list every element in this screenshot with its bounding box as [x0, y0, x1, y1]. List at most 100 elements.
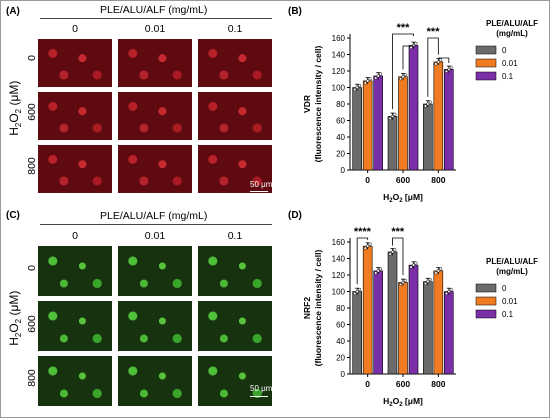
b-bar-0-2	[373, 75, 383, 171]
b-bar-2-1	[433, 61, 444, 171]
b-ylabel-line2: (fluorescence intensity / cell)	[313, 45, 323, 162]
d-bar-0-1	[362, 245, 373, 375]
b-sig-subbracket-0	[402, 45, 414, 70]
panel-c-image-r2c0	[37, 355, 113, 407]
d-bar-2-0	[423, 281, 433, 375]
d-dot-1-0-1	[390, 250, 395, 254]
d-ytick-label-0: 0	[341, 370, 346, 379]
b-dot-1-2-0	[409, 45, 413, 50]
d-ytick-label-3: 60	[336, 321, 345, 330]
d-legend-label-1: 0.01	[502, 297, 518, 306]
d-dot-0-2-1	[376, 269, 380, 273]
b-bar-0-0	[352, 87, 362, 171]
d-bar-1-0	[387, 251, 398, 375]
d-dot-1-2-1	[411, 263, 416, 267]
panel-a-image-r2c0	[37, 144, 113, 194]
d-dot-2-2-0	[444, 292, 448, 296]
b-ytick-label-0: 0	[341, 166, 346, 175]
b-legend-swatch-2	[475, 71, 497, 81]
panel-a-image-r1c2	[197, 91, 273, 141]
panel-a-ylabel: H2O2 (μM)	[6, 80, 24, 136]
b-dot-2-2-1	[447, 67, 451, 71]
b-legend-label-1: 0.01	[502, 59, 518, 68]
panel-a-image-r0c1	[117, 38, 193, 88]
d-legend-swatch-1	[475, 296, 497, 306]
b-legend-title-2: (mg/mL)	[496, 29, 528, 38]
panel-a-image-r2c2	[197, 144, 273, 194]
d-dot-2-2-1	[447, 289, 451, 294]
panel-c-image-r1c0	[37, 300, 113, 352]
d-dot-1-2-2	[414, 261, 418, 265]
d-dot-1-1-1	[401, 280, 405, 284]
panel-a-image-r1c1	[117, 91, 193, 141]
panel-c-col-0: 0	[72, 230, 78, 242]
b-sig-bracket-0	[392, 33, 414, 110]
d-bar-0-2	[373, 270, 383, 375]
panel-a-col-0: 0	[72, 23, 78, 35]
b-bar-0-1	[362, 80, 373, 171]
panel-c-col-1: 0.01	[144, 230, 166, 242]
b-sig-bracket-1	[427, 37, 439, 97]
b-ytick-label-6: 120	[332, 67, 346, 76]
panel-a-col-1: 0.01	[144, 23, 166, 35]
b-dot-0-0-0	[353, 88, 357, 92]
panel-c-image-r2c2	[197, 355, 273, 407]
d-ytick-label-5: 100	[332, 288, 346, 297]
b-dot-2-0-0	[423, 104, 427, 108]
d-legend-swatch-2	[475, 309, 497, 319]
b-dot-1-1-2	[403, 73, 407, 77]
panel-c-scale-label: 50 μm	[250, 384, 273, 393]
b-ytick-label-5: 100	[332, 84, 346, 93]
panel-c-ylabel: H2O2 (μM)	[6, 290, 24, 346]
b-dot-1-1-0	[399, 77, 403, 81]
d-dot-0-0-1	[355, 289, 359, 294]
panel-a-scale-bar	[250, 191, 268, 192]
b-dot-0-0-2	[358, 83, 362, 87]
b-sig-subbracket-1	[438, 57, 450, 64]
d-dot-2-2-2	[449, 287, 453, 291]
b-ytick-label-8: 160	[332, 34, 346, 43]
d-dot-0-1-1	[366, 244, 370, 248]
panel-c-title-rule	[40, 224, 272, 225]
d-ytick-label-8: 160	[332, 238, 346, 247]
d-bar-1-1	[398, 282, 408, 375]
d-bar-2-1	[433, 270, 444, 375]
panel-a-image-r0c2	[197, 38, 273, 88]
b-ytick-label-7: 140	[332, 51, 346, 60]
b-dot-1-2-2	[414, 41, 418, 45]
d-dot-1-0-2	[393, 248, 397, 252]
panel-c-image-r2c1	[117, 355, 193, 407]
d-ytick-label-7: 140	[332, 255, 346, 264]
d-sig-label-1: ***	[391, 226, 405, 238]
d-bar-1-2	[408, 264, 419, 375]
d-xtick-label-0: 0	[365, 379, 370, 389]
panel-a-image-r1c0	[37, 91, 113, 141]
panel-c-image-r0c2	[197, 245, 273, 297]
b-dot-2-1-0	[434, 62, 438, 66]
b-legend-label-2: 0.1	[502, 72, 514, 81]
d-xlabel: H2O2 [μM]	[383, 396, 423, 408]
b-xtick-label-2: 800	[431, 175, 445, 185]
d-dot-0-2-2	[379, 267, 383, 271]
d-dot-0-0-0	[353, 292, 357, 296]
b-bar-2-2	[444, 69, 454, 171]
b-legend-label-0: 0	[502, 46, 507, 55]
d-legend-label-0: 0	[502, 284, 507, 293]
b-dot-0-0-1	[355, 85, 359, 90]
b-dot-2-1-2	[439, 58, 443, 62]
b-dot-1-0-2	[393, 112, 397, 116]
d-dot-1-2-0	[409, 265, 413, 269]
d-bar-0-0	[352, 291, 362, 375]
panel-label-b: (B)	[288, 6, 302, 17]
panel-a-image-r0c0	[37, 38, 113, 88]
d-ytick-label-1: 20	[336, 354, 345, 363]
b-dot-2-2-2	[449, 65, 453, 69]
b-ytick-label-1: 20	[336, 150, 345, 159]
b-dot-0-1-0	[363, 81, 367, 85]
d-legend-swatch-0	[475, 283, 497, 293]
d-ylabel-line2: (fluorescence intensity / cell)	[313, 249, 323, 366]
d-ytick-label-4: 80	[336, 304, 345, 313]
panel-c-scale-bar	[250, 396, 268, 397]
panel-c-title: PLE/ALU/ALF (mg/mL)	[100, 210, 208, 222]
d-dot-0-1-0	[363, 246, 367, 250]
